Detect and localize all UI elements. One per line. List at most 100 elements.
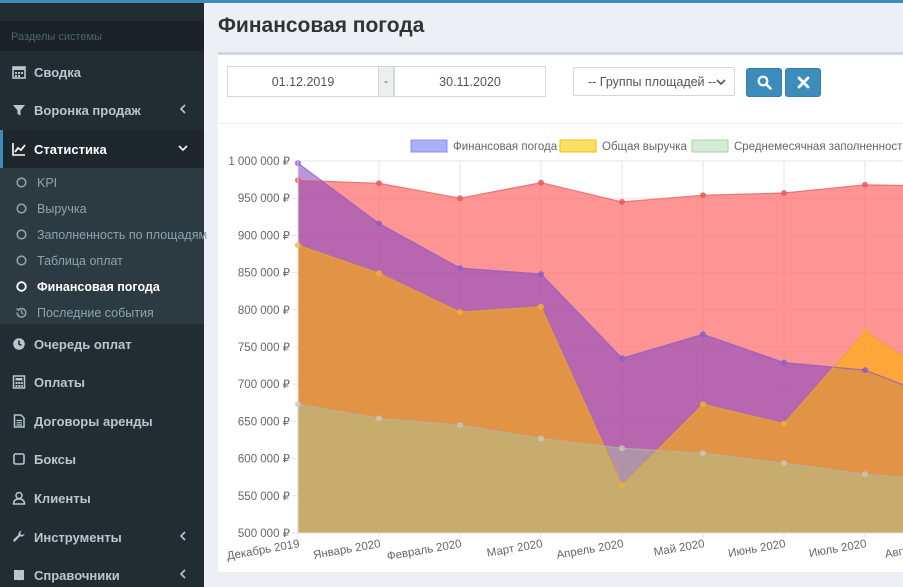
top-accent-line [0, 0, 903, 3]
total-revenue-area [298, 245, 903, 533]
x-tick-label: Апрель 2020 [556, 538, 625, 562]
date-from-input[interactable] [227, 66, 379, 97]
y-tick-label: 1 000 000 ₽ [228, 156, 290, 168]
sidebar-item-label: Клиенты [34, 491, 91, 506]
submenu-item-recent-events[interactable]: Последние события [0, 300, 204, 326]
submenu-item-financial-weather[interactable]: Финансовая погода [0, 274, 204, 300]
upper-red-point [700, 192, 706, 199]
y-tick-label: 600 000 ₽ [238, 454, 291, 466]
total-revenue-point [376, 270, 382, 277]
sidebar-item-label: Договоры аренды [34, 414, 153, 429]
document-icon [13, 414, 25, 428]
sidebar-item-label: Очередь оплат [34, 337, 132, 352]
financial-weather-point [376, 220, 382, 227]
upper-red-point [862, 181, 868, 188]
sidebar-item-lease-contracts[interactable]: Договоры аренды [0, 402, 204, 440]
y-tick-label: 650 000 ₽ [238, 416, 291, 428]
sidebar-item-directories[interactable]: Справочники [0, 556, 204, 587]
sidebar-item-label: Оплаты [34, 375, 85, 390]
sidebar-item-label: Воронка продаж [34, 103, 141, 118]
legend-label: Финансовая погода [453, 141, 558, 153]
sidebar-item-sales-funnel[interactable]: Воронка продаж [0, 91, 204, 129]
avg-occupancy-point [781, 460, 787, 467]
x-tick-label: Февраль 2020 [386, 538, 462, 563]
sidebar-item-payment-queue[interactable]: Очередь оплат [0, 325, 204, 363]
submenu-item-revenue[interactable]: Выручка [0, 196, 204, 222]
sidebar-item-summary[interactable]: Сводка [0, 53, 204, 91]
legend-swatch [559, 139, 597, 153]
box-divider [218, 123, 903, 124]
sidebar-item-label: Статистика [34, 142, 107, 157]
y-tick-label: 700 000 ₽ [238, 379, 291, 391]
total-revenue-point [700, 401, 706, 408]
upper-red-point [619, 198, 625, 205]
sidebar: Разделы системы Сводка Воронка продаж Ст… [0, 0, 207, 587]
total-revenue-point [781, 420, 787, 427]
avg-occupancy-area [298, 404, 903, 533]
submenu-item-kpi[interactable]: KPI [0, 170, 204, 196]
submenu-item-occupancy[interactable]: Заполненность по площадям [0, 222, 207, 248]
search-button[interactable] [746, 68, 782, 97]
x-tick-label: Март 2020 [486, 538, 544, 560]
date-to-input[interactable] [394, 66, 546, 97]
sidebar-item-tools[interactable]: Инструменты [0, 518, 204, 556]
avg-occupancy-point [619, 445, 625, 452]
y-tick-label: 950 000 ₽ [238, 193, 291, 205]
reset-button[interactable] [785, 68, 821, 97]
y-tick-label: 900 000 ₽ [238, 230, 291, 242]
x-tick-label: Август 2020 [884, 538, 903, 561]
chevron-down-icon [716, 79, 726, 86]
avg-occupancy-point [862, 471, 868, 478]
submenu-item-label: Последние события [37, 306, 154, 320]
total-revenue-point [619, 482, 625, 489]
y-tick-label: 800 000 ₽ [238, 305, 291, 317]
legend-label: Среднемесячная заполненность [734, 141, 903, 153]
x-tick-label: Июнь 2020 [727, 538, 786, 560]
wrench-icon [13, 530, 25, 542]
clock-icon [13, 338, 25, 350]
sidebar-item-clients[interactable]: Клиенты [0, 479, 204, 517]
chart-line-icon [12, 143, 26, 156]
circle-outline-icon [16, 203, 27, 214]
sidebar-header: Разделы системы [0, 21, 204, 51]
y-tick-label: 500 000 ₽ [238, 528, 291, 540]
area-group-select[interactable]: -- Группы площадей -- [573, 67, 735, 96]
chart-box: - -- Группы площадей -- 1 000 000 ₽ 950 0… [218, 52, 903, 572]
square-icon [13, 453, 25, 465]
submenu-item-payments-table[interactable]: Таблица оплат [0, 248, 204, 274]
legend-label: Общая выручка [602, 141, 687, 153]
sidebar-top [0, 3, 204, 21]
legend-swatch [691, 139, 729, 153]
circle-outline-icon [16, 177, 27, 188]
x-tick-label: Июль 2020 [808, 538, 867, 560]
submenu-item-label: Таблица оплат [37, 254, 123, 268]
total-revenue-point [538, 303, 544, 310]
close-icon [797, 76, 810, 89]
calculator-icon [12, 375, 26, 389]
chevron-down-icon [178, 145, 188, 152]
financial-weather-point [781, 359, 787, 366]
x-tick-label: Декабрь 2019 [226, 538, 301, 563]
avg-occupancy-point [700, 450, 706, 457]
upper-red-point [376, 180, 382, 187]
date-range-separator: - [378, 66, 394, 97]
chevron-left-icon [179, 569, 186, 579]
history-icon [16, 307, 27, 318]
sidebar-item-boxes[interactable]: Боксы [0, 440, 204, 478]
circle-outline-icon [16, 229, 27, 240]
search-icon [757, 75, 772, 90]
sidebar-item-payments[interactable]: Оплаты [0, 363, 204, 401]
y-tick-label: 850 000 ₽ [238, 268, 291, 280]
filter-icon [13, 105, 25, 116]
financial-weather-point [700, 331, 706, 338]
sidebar-item-statistics[interactable]: Статистика [0, 130, 204, 168]
financial-weather-chart: 1 000 000 ₽ 950 000 ₽ 900 000 ₽ 850 000 ₽ 80… [226, 139, 903, 563]
x-tick-label: Май 2020 [653, 538, 706, 559]
upper-red-point [457, 195, 463, 202]
financial-weather-point [538, 271, 544, 278]
area-group-select-value: -- Группы площадей -- [588, 75, 717, 89]
sidebar-item-label: Боксы [34, 452, 76, 467]
submenu-item-label: Выручка [37, 202, 87, 216]
financial-weather-point [457, 265, 463, 272]
x-tick-label: Январь 2020 [312, 538, 381, 562]
